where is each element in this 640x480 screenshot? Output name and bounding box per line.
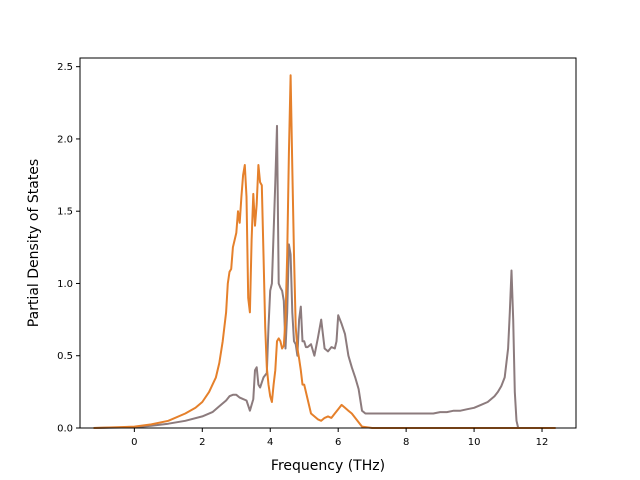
y-tick-label: 0.0 <box>57 424 73 435</box>
y-tick-label: 2.0 <box>57 134 73 145</box>
y-tick-label: 0.5 <box>57 351 73 362</box>
series-line-1 <box>93 124 556 429</box>
x-tick-label: 6 <box>335 437 341 448</box>
y-axis-label: Partial Density of States <box>26 159 42 327</box>
x-tick-label: 10 <box>468 437 481 448</box>
plot-lines <box>93 74 556 429</box>
x-axis-label: Frequency (THz) <box>271 458 385 474</box>
y-tick-label: 2.5 <box>57 62 73 73</box>
plot-frame <box>79 57 577 429</box>
series-line-2 <box>93 74 556 429</box>
x-axis-ticks: 0 2 4 6 8 10 12 <box>131 428 548 448</box>
x-tick-label: 0 <box>131 437 137 448</box>
y-tick-label: 1.0 <box>57 279 73 290</box>
y-axis-ticks: 0.0 0.5 1.0 1.5 2.0 2.5 <box>57 62 80 435</box>
x-tick-label: 12 <box>536 437 549 448</box>
x-tick-label: 4 <box>267 437 273 448</box>
y-tick-label: 1.5 <box>57 207 73 218</box>
x-tick-label: 2 <box>199 437 205 448</box>
x-tick-label: 8 <box>403 437 409 448</box>
